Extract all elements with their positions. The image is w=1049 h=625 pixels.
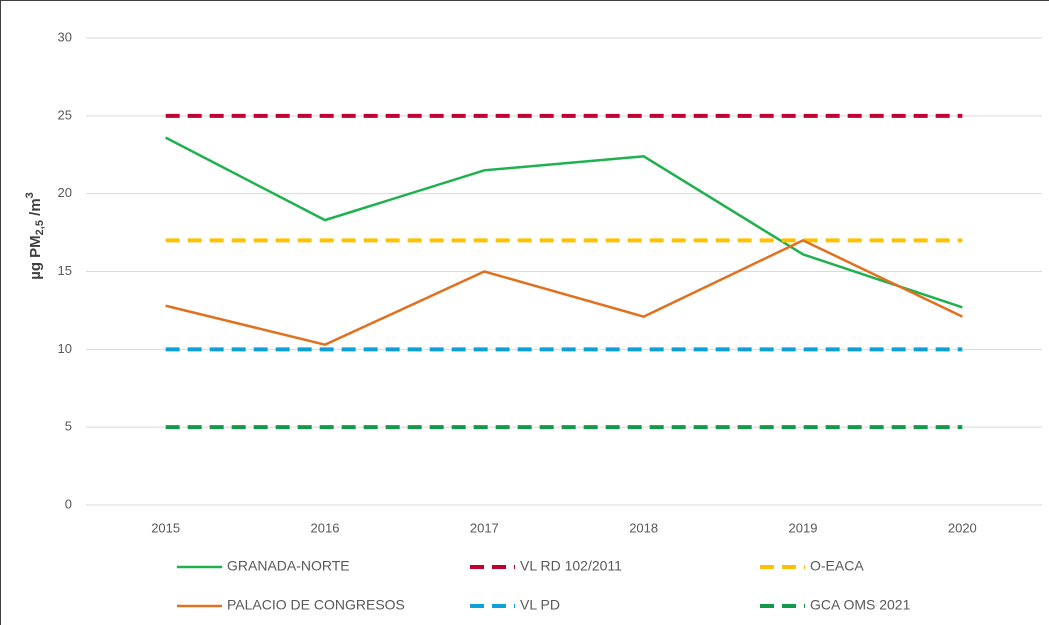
y-label-part: /m [27, 198, 44, 220]
legend-label: VL PD [520, 597, 560, 613]
y-tick-label: 10 [58, 341, 72, 356]
legend-label: GRANADA-NORTE [227, 558, 350, 574]
data-line [165, 238, 963, 346]
y-tick-label: 25 [58, 107, 72, 122]
legend-label: PALACIO DE CONGRESOS [227, 597, 405, 613]
x-tick-label: 2020 [948, 520, 977, 535]
y-label-subscript: 2,5 [34, 220, 46, 235]
data-line [165, 136, 963, 309]
x-tick-label: 2017 [470, 520, 499, 535]
x-tick-label: 2019 [789, 520, 818, 535]
y-label-part: µg PM [27, 235, 44, 279]
y-tick-label: 30 [58, 29, 72, 44]
y-tick-label: 20 [58, 185, 72, 200]
y-axis-label: µg PM2,5 /m3 [24, 192, 46, 280]
x-tick-label: 2018 [629, 520, 658, 535]
legend-label: O-EACA [810, 558, 864, 574]
x-tick-label: 2016 [311, 520, 340, 535]
y-tick-label: 0 [65, 496, 72, 511]
y-label-superscript: 3 [24, 192, 36, 198]
x-tick-label: 2015 [151, 520, 180, 535]
legend-label: VL RD 102/2011 [520, 558, 622, 574]
y-tick-label: 5 [65, 419, 72, 434]
legend-label: GCA OMS 2021 [810, 597, 911, 613]
y-tick-label: 15 [58, 263, 72, 278]
